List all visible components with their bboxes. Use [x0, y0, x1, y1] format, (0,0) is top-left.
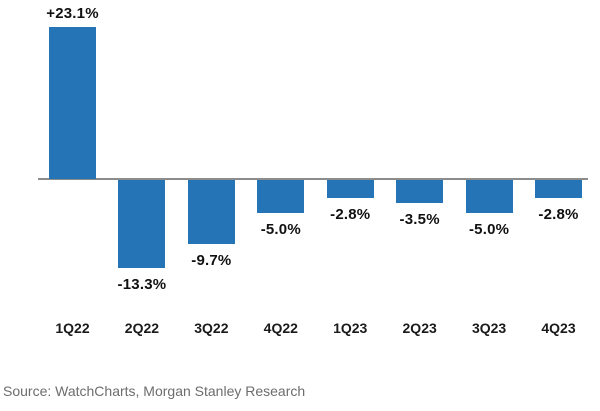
x-axis-label-3Q23: 3Q23	[471, 320, 507, 336]
value-label-1Q23: -2.8%	[330, 206, 371, 224]
x-axis-label-1Q23: 1Q23	[333, 320, 368, 336]
value-label-4Q23: -2.8%	[538, 206, 579, 224]
x-axis-label-4Q23: 4Q23	[541, 320, 576, 336]
bar-4Q23	[535, 180, 582, 199]
x-axis-label-2Q22: 2Q22	[124, 320, 160, 336]
bar-1Q23	[326, 180, 374, 199]
value-label-2Q22: -13.3%	[117, 275, 167, 293]
bar-4Q22	[257, 180, 305, 213]
value-label-1Q22: +23.1%	[46, 5, 99, 22]
value-label-3Q23: -5.0%	[468, 220, 510, 238]
bar-2Q22	[118, 180, 166, 268]
x-axis-label-2Q23: 2Q23	[402, 320, 437, 336]
bar-2Q23	[396, 180, 444, 204]
source-note: Source: WatchCharts, Morgan Stanley Rese…	[3, 383, 306, 399]
value-label-3Q22: -9.7%	[191, 251, 232, 269]
value-label-2Q23: -3.5%	[399, 211, 440, 229]
x-axis-line	[38, 178, 588, 180]
value-label-4Q22: -5.0%	[260, 220, 301, 238]
bar-1Q22	[49, 27, 96, 179]
x-axis-label-4Q22: 4Q22	[263, 320, 298, 336]
bar-3Q23	[465, 180, 513, 213]
bar-3Q22	[187, 180, 235, 244]
x-axis-label-3Q22: 3Q22	[194, 320, 229, 336]
x-axis-label-1Q22: 1Q22	[55, 320, 90, 336]
bar-chart: +23.1% 1Q22 -13.3% 2Q22 -9.7% 3Q22 -5.0% 4Q22 -2…	[38, 5, 588, 336]
